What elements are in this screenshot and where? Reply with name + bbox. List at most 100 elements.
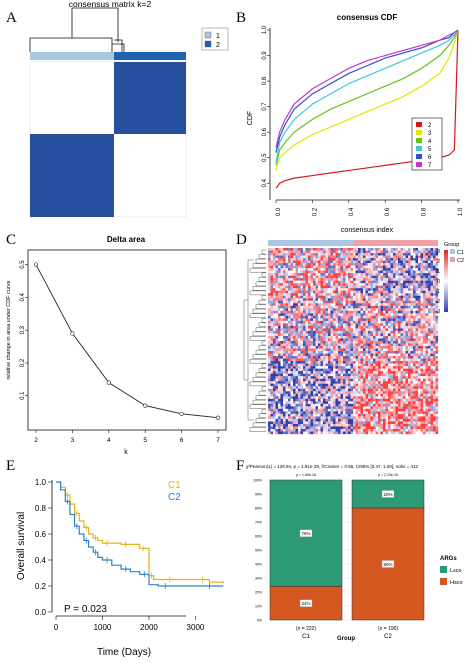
d-heat-cell: [363, 391, 366, 394]
d-heat-cell: [360, 248, 364, 251]
d-heat-cell: [288, 416, 291, 420]
d-heat-cell: [300, 315, 304, 319]
d-heat-cell: [368, 273, 371, 276]
d-heat-cell: [368, 368, 371, 372]
d-heat-cell: [275, 393, 279, 397]
d-heat-cell: [280, 351, 284, 354]
d-heat-cell: [408, 323, 411, 327]
d-heat-cell: [405, 396, 409, 399]
d-heat-cell: [408, 401, 411, 404]
d-heat-cell: [335, 393, 339, 397]
d-heat-cell: [418, 263, 421, 266]
d-heat-cell: [380, 255, 384, 259]
d-heat-cell: [398, 278, 401, 281]
d-heat-cell: [425, 346, 429, 349]
d-heat-cell: [275, 408, 279, 412]
d-heat-cell: [345, 275, 349, 279]
d-heat-cell: [330, 408, 334, 412]
d-heat-cell: [415, 320, 419, 324]
d-heat-cell: [355, 371, 359, 374]
d-heat-cell: [290, 278, 294, 281]
d-heat-cell: [418, 416, 421, 420]
d-heat-cell: [350, 288, 354, 291]
d-heat-cell: [390, 248, 394, 251]
d-heat-cell: [313, 260, 316, 264]
d-heat-cell: [385, 391, 389, 394]
d-heat-cell: [305, 255, 309, 259]
d-heat-cell: [313, 361, 316, 364]
d-heat-cell: [390, 255, 394, 259]
d-heat-cell: [395, 253, 399, 256]
d-heat-cell: [268, 393, 271, 397]
d-heat-cell: [308, 418, 311, 422]
d-heat-cell: [365, 278, 369, 281]
d-heat-cell: [283, 323, 286, 327]
d-heat-cell: [370, 406, 374, 410]
d-heat-cell: [428, 366, 431, 369]
d-heat-cell: [268, 268, 271, 271]
d-heat-cell: [268, 368, 271, 372]
d-heat-cell: [355, 315, 359, 319]
d-heat-cell: [283, 361, 286, 364]
d-heat-cell: [415, 303, 419, 306]
d-heat-cell: [390, 376, 394, 379]
d-heat-cell: [293, 338, 296, 342]
d-heat-cell: [338, 278, 341, 281]
d-heat-cell: [428, 325, 431, 329]
d-heat-cell: [415, 280, 419, 284]
d-heat-cell: [413, 381, 416, 384]
d-heat-cell: [303, 388, 306, 392]
d-heat-cell: [278, 368, 281, 372]
d-heat-cell: [358, 288, 361, 291]
d-heat-cell: [423, 288, 426, 291]
d-heat-cell: [268, 426, 271, 430]
d-heat-cell: [393, 293, 396, 296]
d-heat-cell: [435, 391, 439, 394]
d-heat-cell: [420, 371, 424, 374]
d-heat-cell: [273, 343, 276, 347]
d-heat-cell: [325, 358, 329, 362]
legend-label-1: 1: [216, 33, 220, 40]
d-heat-cell: [373, 300, 376, 304]
d-heat-cell: [433, 373, 436, 377]
d-heat-cell: [338, 310, 341, 314]
d-heat-cell: [430, 366, 434, 369]
d-heat-cell: [425, 323, 429, 327]
d-heat-cell: [425, 351, 429, 354]
d-heat-cell: [293, 353, 296, 357]
d-heat-cell: [318, 250, 321, 254]
d-heat-cell: [325, 275, 329, 279]
d-heat-cell: [330, 305, 334, 309]
d-heat-cell: [300, 358, 304, 362]
d-heat-cell: [375, 255, 379, 259]
d-heat-cell: [338, 346, 341, 349]
d-heat-cell: [383, 315, 386, 319]
d-heat-cell: [380, 358, 384, 362]
d-heat-cell: [325, 263, 329, 266]
d-heat-cell: [368, 325, 371, 329]
d-heat-cell: [393, 401, 396, 404]
d-heat-cell: [340, 343, 344, 347]
d-heat-cell: [325, 373, 329, 377]
d-heat-cell: [408, 265, 411, 269]
d-heat-cell: [385, 333, 389, 337]
d-heat-cell: [345, 333, 349, 337]
d-heat-cell: [390, 371, 394, 374]
d-heat-cell: [310, 275, 314, 279]
d-heat-cell: [330, 371, 334, 374]
d-heat-cell: [283, 263, 286, 266]
d-heat-cell: [323, 388, 326, 392]
d-heat-cell: [423, 265, 426, 269]
d-heat-cell: [350, 268, 354, 271]
d-heat-cell: [383, 260, 386, 264]
d-heat-cell: [313, 305, 316, 309]
d-heat-cell: [383, 396, 386, 399]
d-heat-cell: [315, 416, 319, 420]
d-heat-cell: [365, 351, 369, 354]
d-heat-cell: [385, 421, 389, 425]
d-heat-cell: [370, 300, 374, 304]
d-heat-cell: [310, 368, 314, 372]
d-heat-cell: [395, 401, 399, 404]
d-heat-cell: [393, 418, 396, 422]
d-heat-cell: [293, 376, 296, 379]
